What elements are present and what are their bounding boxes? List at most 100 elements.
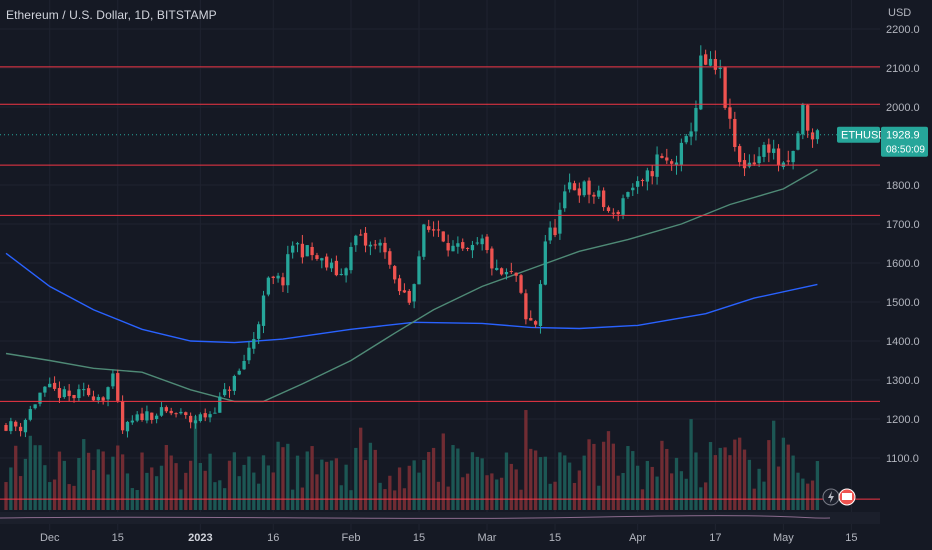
candle-body <box>82 389 86 391</box>
candle-down <box>436 220 441 238</box>
volume-bar-down <box>606 431 611 510</box>
candle-body <box>271 276 275 278</box>
candle-up <box>286 245 290 293</box>
volume-bar-up <box>456 448 460 510</box>
candle-body <box>422 224 426 257</box>
volume-bar-up <box>635 465 640 510</box>
candle-body <box>325 256 329 268</box>
price-tick-label: 1700.0 <box>886 219 920 231</box>
volume-bar-down <box>806 483 810 510</box>
candle-down <box>446 234 450 257</box>
candle-body <box>261 295 266 326</box>
volume-bar-up <box>354 447 358 510</box>
candle-body <box>227 389 232 391</box>
volume-bar-down <box>446 486 450 510</box>
time-tick-label: 2023 <box>188 532 212 544</box>
candle-up <box>543 235 547 286</box>
event-icons <box>822 488 856 506</box>
candle-body <box>300 243 305 258</box>
volume-bar-up <box>213 482 217 510</box>
candle-up <box>378 239 382 253</box>
candle-up <box>344 267 348 283</box>
volume-bar-up <box>422 460 426 510</box>
volume-bar-down <box>509 463 513 510</box>
candle-body <box>679 142 684 165</box>
volume-bar-up <box>77 458 81 510</box>
candle-body <box>14 421 18 427</box>
candle-body <box>276 275 280 279</box>
volume-bar-down <box>14 445 18 510</box>
candle-body <box>558 209 562 234</box>
last-price-label: 1928.9 <box>886 130 920 142</box>
candle-down <box>650 164 654 185</box>
volume-bar-up <box>320 459 324 510</box>
moving-average-fast-line <box>5 168 818 403</box>
candle-body <box>359 234 363 236</box>
candle-body <box>412 284 416 302</box>
candle-up <box>412 283 416 309</box>
volume-bar-up <box>684 478 688 510</box>
candle-down <box>577 182 581 203</box>
candle-body <box>762 144 766 157</box>
candle-down <box>533 319 538 328</box>
candle-body <box>125 421 130 432</box>
time-tick-label: Apr <box>629 532 646 544</box>
price-tick-label: 1600.0 <box>886 258 920 270</box>
volume-bar-up <box>791 455 795 510</box>
volume-bar-down <box>91 470 96 510</box>
candle-down <box>101 396 105 405</box>
price-tick-label: 1300.0 <box>886 375 920 387</box>
volume-bar-down <box>723 447 727 510</box>
candle-body <box>767 144 771 153</box>
volume-bar-up <box>378 482 382 510</box>
candle-down <box>592 192 596 204</box>
candle-up <box>33 404 37 410</box>
candle-up <box>475 237 479 246</box>
candle-body <box>252 339 256 349</box>
candle-up <box>422 223 426 260</box>
candle-body <box>514 272 518 276</box>
volume-bar-up <box>626 446 630 510</box>
candle-body <box>48 383 52 388</box>
candle-down <box>509 262 513 275</box>
candle-body <box>77 389 81 398</box>
candle-body <box>592 194 596 197</box>
candle-body <box>164 407 168 412</box>
candle-body <box>567 182 572 190</box>
candle-body <box>344 268 348 276</box>
candle-body <box>295 243 300 245</box>
candle-down <box>640 178 645 187</box>
candle-down <box>733 111 737 152</box>
volume-bar-up <box>111 456 115 510</box>
candle-body <box>106 387 110 400</box>
candle-body <box>86 388 91 396</box>
candle-body <box>548 227 552 241</box>
candle-body <box>9 421 13 432</box>
volume-bar-up <box>266 465 271 510</box>
volume-bar-up <box>538 457 543 510</box>
candle-up <box>252 332 256 354</box>
time-tick-label: Mar <box>478 532 497 544</box>
volume-bar-up <box>135 490 139 510</box>
candle-up <box>232 374 237 395</box>
volume-bar-up <box>708 442 713 510</box>
candle-up <box>679 138 684 172</box>
candle-down <box>169 407 173 416</box>
candle-body <box>572 183 577 191</box>
volume-bar-down <box>164 445 168 510</box>
volume-bar-up <box>689 419 693 510</box>
candle-body <box>587 180 591 195</box>
candle-up <box>791 150 795 170</box>
candle-body <box>543 241 547 285</box>
candle-down <box>18 423 23 437</box>
candle-body <box>431 229 436 231</box>
candle-up <box>470 240 475 259</box>
candle-down <box>402 283 407 294</box>
volume-bar-up <box>718 447 722 510</box>
volume-bar-up <box>48 482 52 510</box>
candle-up <box>368 241 373 256</box>
candle-down <box>461 238 465 251</box>
candle-up <box>708 51 713 67</box>
